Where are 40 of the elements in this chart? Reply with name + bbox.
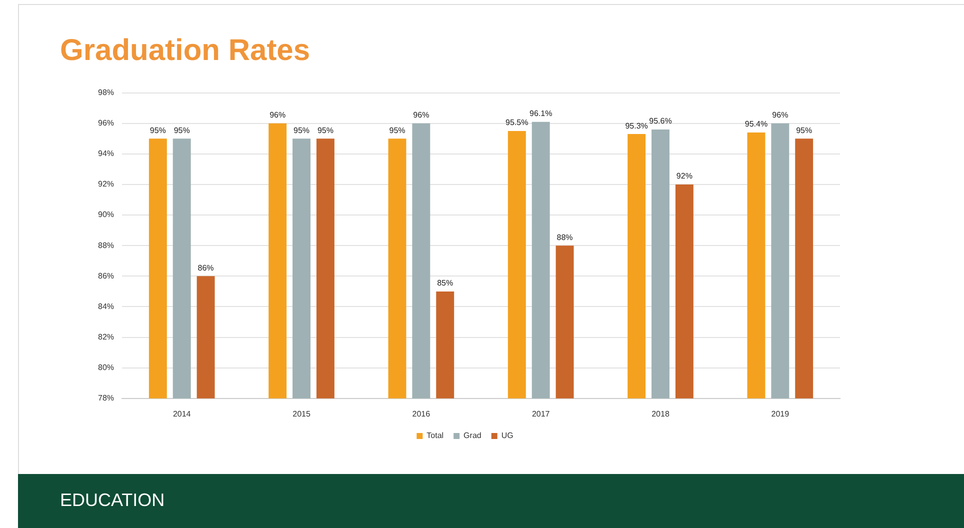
data-label: 88% [556, 232, 573, 242]
data-label: 96% [772, 110, 788, 120]
data-label: 95.4% [744, 120, 768, 129]
data-label: 96.1% [529, 109, 552, 118]
x-tick-label: 2019 [771, 409, 790, 418]
text: EDUCATION [60, 490, 165, 511]
chart-title: Graduation Rates [60, 34, 310, 68]
x-tick-label: 2018 [652, 409, 670, 418]
y-tick-label: 90% [98, 210, 114, 220]
legend-label: Grad [464, 431, 482, 440]
y-tick-label: 96% [98, 118, 114, 128]
y-tick-label: 78% [98, 394, 114, 403]
data-label: 96% [270, 110, 286, 120]
legend-label: UG [501, 431, 514, 440]
y-tick-label: 94% [98, 149, 114, 158]
data-label: 95.3% [625, 121, 648, 130]
data-label: 92% [676, 172, 692, 181]
data-label: 95% [796, 126, 812, 135]
x-tick-label: 2014 [172, 409, 192, 418]
y-tick-label: 80% [98, 363, 114, 372]
y-tick-label: 92% [98, 180, 114, 189]
data-label: 85% [437, 278, 454, 288]
y-tick-label: 86% [98, 271, 114, 280]
x-tick-label: 2016 [412, 409, 431, 418]
data-label: 95.6% [649, 116, 672, 126]
y-tick-label: 82% [98, 332, 114, 342]
y-tick-label: 84% [98, 302, 114, 311]
data-label: 86% [198, 263, 214, 272]
y-tick-label: 88% [98, 240, 114, 250]
x-tick-label: 2017 [532, 409, 550, 418]
data-label: 95% [294, 126, 310, 135]
data-label: 95% [174, 126, 190, 135]
legend-label: Total [426, 431, 444, 440]
data-label: 95.5% [506, 118, 528, 128]
data-label: 95% [150, 126, 166, 135]
x-tick-label: 2015 [292, 409, 311, 418]
y-tick-label: 98% [98, 88, 114, 98]
data-label: 95% [389, 126, 406, 135]
data-label: 96% [413, 110, 430, 120]
data-label: 95% [317, 126, 334, 135]
